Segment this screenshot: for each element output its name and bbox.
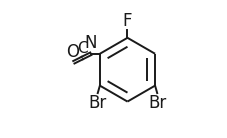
- Text: N: N: [84, 34, 96, 52]
- Text: Br: Br: [88, 94, 106, 112]
- Text: F: F: [122, 12, 132, 30]
- Text: C: C: [77, 41, 87, 56]
- Text: Br: Br: [147, 94, 166, 112]
- Text: O: O: [66, 43, 79, 61]
